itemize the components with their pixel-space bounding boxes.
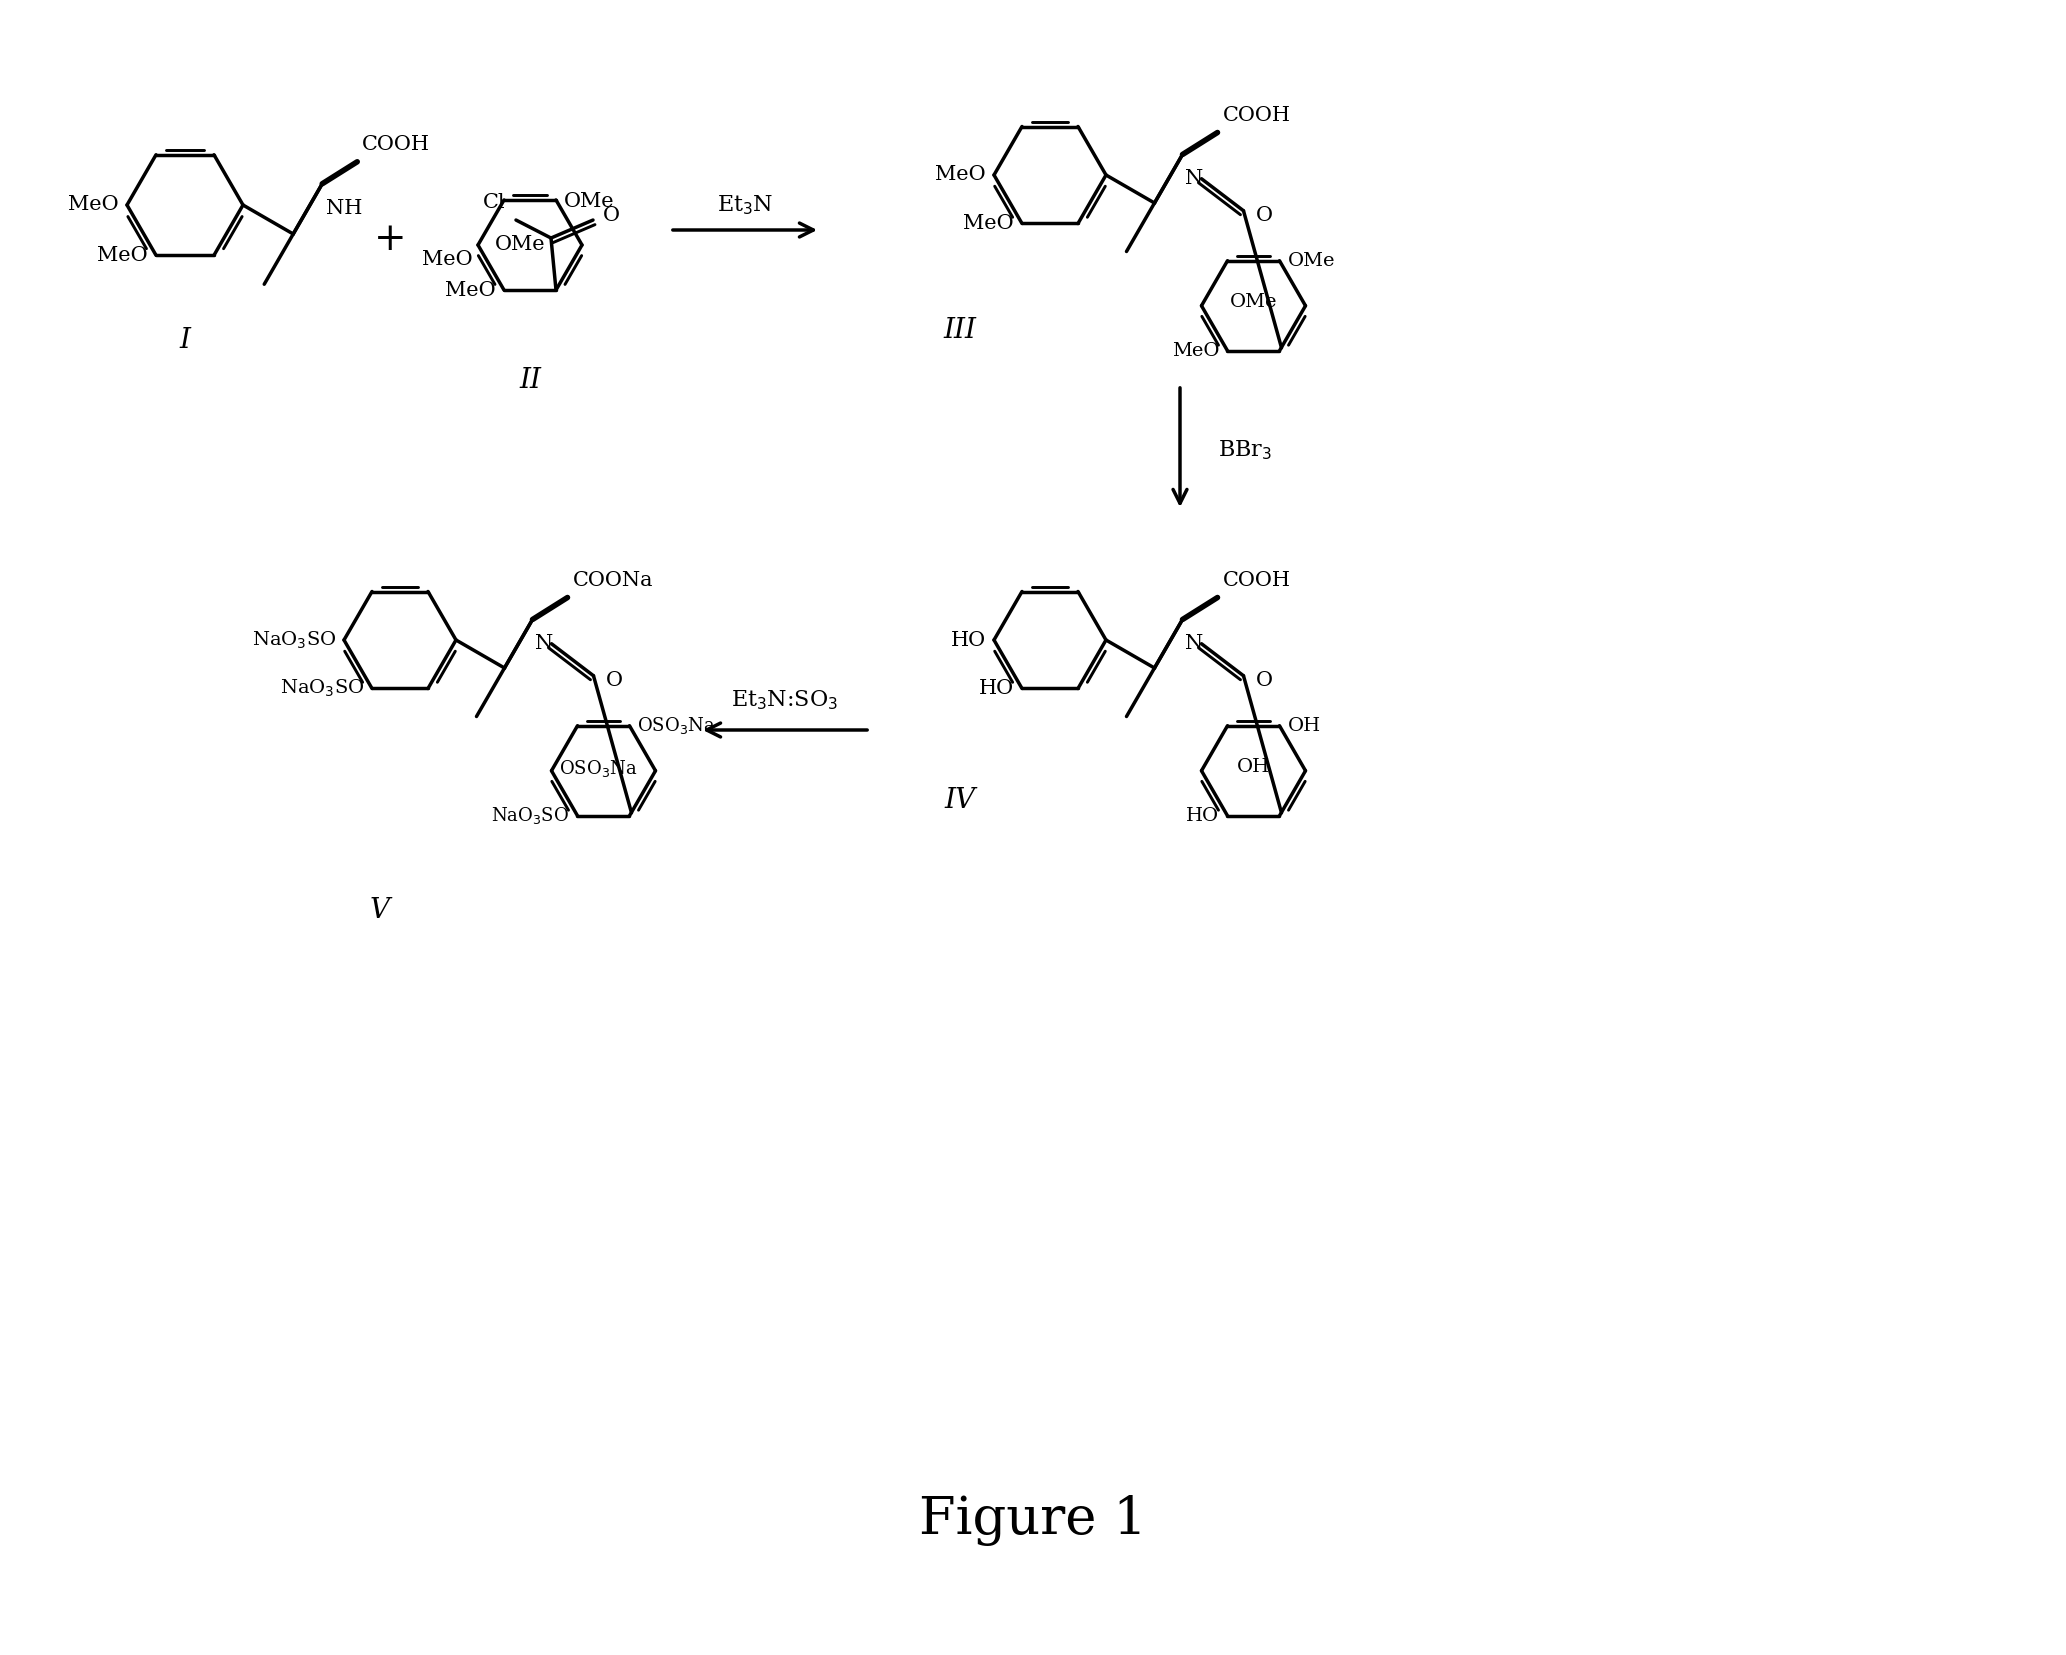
Text: N: N bbox=[1186, 634, 1204, 654]
Text: II: II bbox=[519, 366, 541, 394]
Text: IV: IV bbox=[944, 786, 975, 814]
Text: NH: NH bbox=[326, 199, 362, 218]
Text: BBr$_3$: BBr$_3$ bbox=[1219, 439, 1273, 462]
Text: +: + bbox=[374, 222, 407, 258]
Text: N: N bbox=[1186, 169, 1204, 189]
Text: NaO$_3$SO: NaO$_3$SO bbox=[252, 629, 337, 650]
Text: Cl: Cl bbox=[483, 194, 506, 212]
Text: OMe: OMe bbox=[1229, 293, 1277, 311]
Text: MeO: MeO bbox=[421, 250, 473, 270]
Text: OH: OH bbox=[1287, 717, 1320, 735]
Text: O: O bbox=[1256, 672, 1273, 690]
Text: HO: HO bbox=[950, 631, 985, 649]
Text: MeO: MeO bbox=[1171, 343, 1219, 359]
Text: COOH: COOH bbox=[1223, 106, 1291, 124]
Text: OSO$_3$Na: OSO$_3$Na bbox=[638, 715, 717, 736]
Text: III: III bbox=[944, 316, 977, 344]
Text: NaO$_3$SO: NaO$_3$SO bbox=[279, 679, 364, 698]
Text: HO: HO bbox=[979, 679, 1014, 698]
Text: O: O bbox=[603, 205, 620, 225]
Text: N: N bbox=[535, 634, 554, 654]
Text: O: O bbox=[1256, 207, 1273, 225]
Text: OMe: OMe bbox=[1287, 252, 1335, 270]
Text: MeO: MeO bbox=[446, 281, 496, 300]
Text: COONa: COONa bbox=[572, 571, 653, 589]
Text: OMe: OMe bbox=[494, 235, 545, 253]
Text: HO: HO bbox=[1186, 806, 1219, 824]
Text: Et$_3$N:SO$_3$: Et$_3$N:SO$_3$ bbox=[731, 688, 839, 712]
Text: MeO: MeO bbox=[97, 245, 149, 265]
Text: OH: OH bbox=[1238, 758, 1271, 776]
Text: Et$_3$N: Et$_3$N bbox=[717, 194, 773, 217]
Text: V: V bbox=[370, 897, 390, 923]
Text: OMe: OMe bbox=[564, 192, 614, 212]
Text: MeO: MeO bbox=[963, 213, 1014, 233]
Text: NaO$_3$SO: NaO$_3$SO bbox=[492, 806, 570, 826]
Text: O: O bbox=[605, 672, 622, 690]
Text: COOH: COOH bbox=[362, 134, 430, 154]
Text: MeO: MeO bbox=[68, 195, 120, 215]
Text: COOH: COOH bbox=[1223, 571, 1291, 589]
Text: OSO$_3$Na: OSO$_3$Na bbox=[560, 758, 638, 780]
Text: MeO: MeO bbox=[936, 166, 985, 184]
Text: Figure 1: Figure 1 bbox=[919, 1494, 1147, 1546]
Text: I: I bbox=[180, 326, 190, 354]
